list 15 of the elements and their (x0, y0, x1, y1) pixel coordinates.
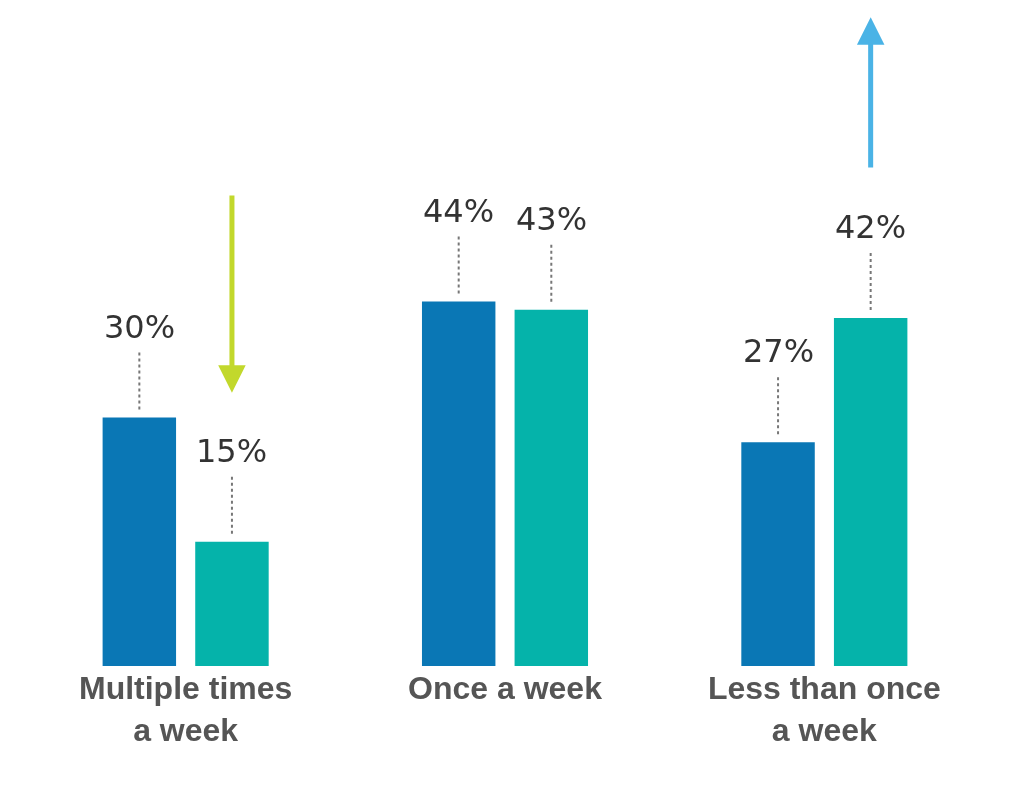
bar (195, 541, 269, 666)
data-label: 42% (835, 208, 907, 246)
x-tick-label: Once a week (408, 670, 603, 706)
x-tick-label: Multiple times a week (78, 670, 293, 748)
data-label: 27% (743, 332, 815, 370)
x-tick-label: Less than once a week (707, 670, 941, 748)
data-label: 44% (423, 192, 495, 230)
bar (514, 309, 589, 666)
data-label: 43% (516, 200, 588, 238)
data-label: 15% (196, 432, 268, 470)
data-label: 30% (104, 308, 176, 346)
bar (833, 318, 908, 666)
bar (102, 417, 177, 666)
bar (421, 301, 496, 666)
bar (741, 442, 815, 666)
